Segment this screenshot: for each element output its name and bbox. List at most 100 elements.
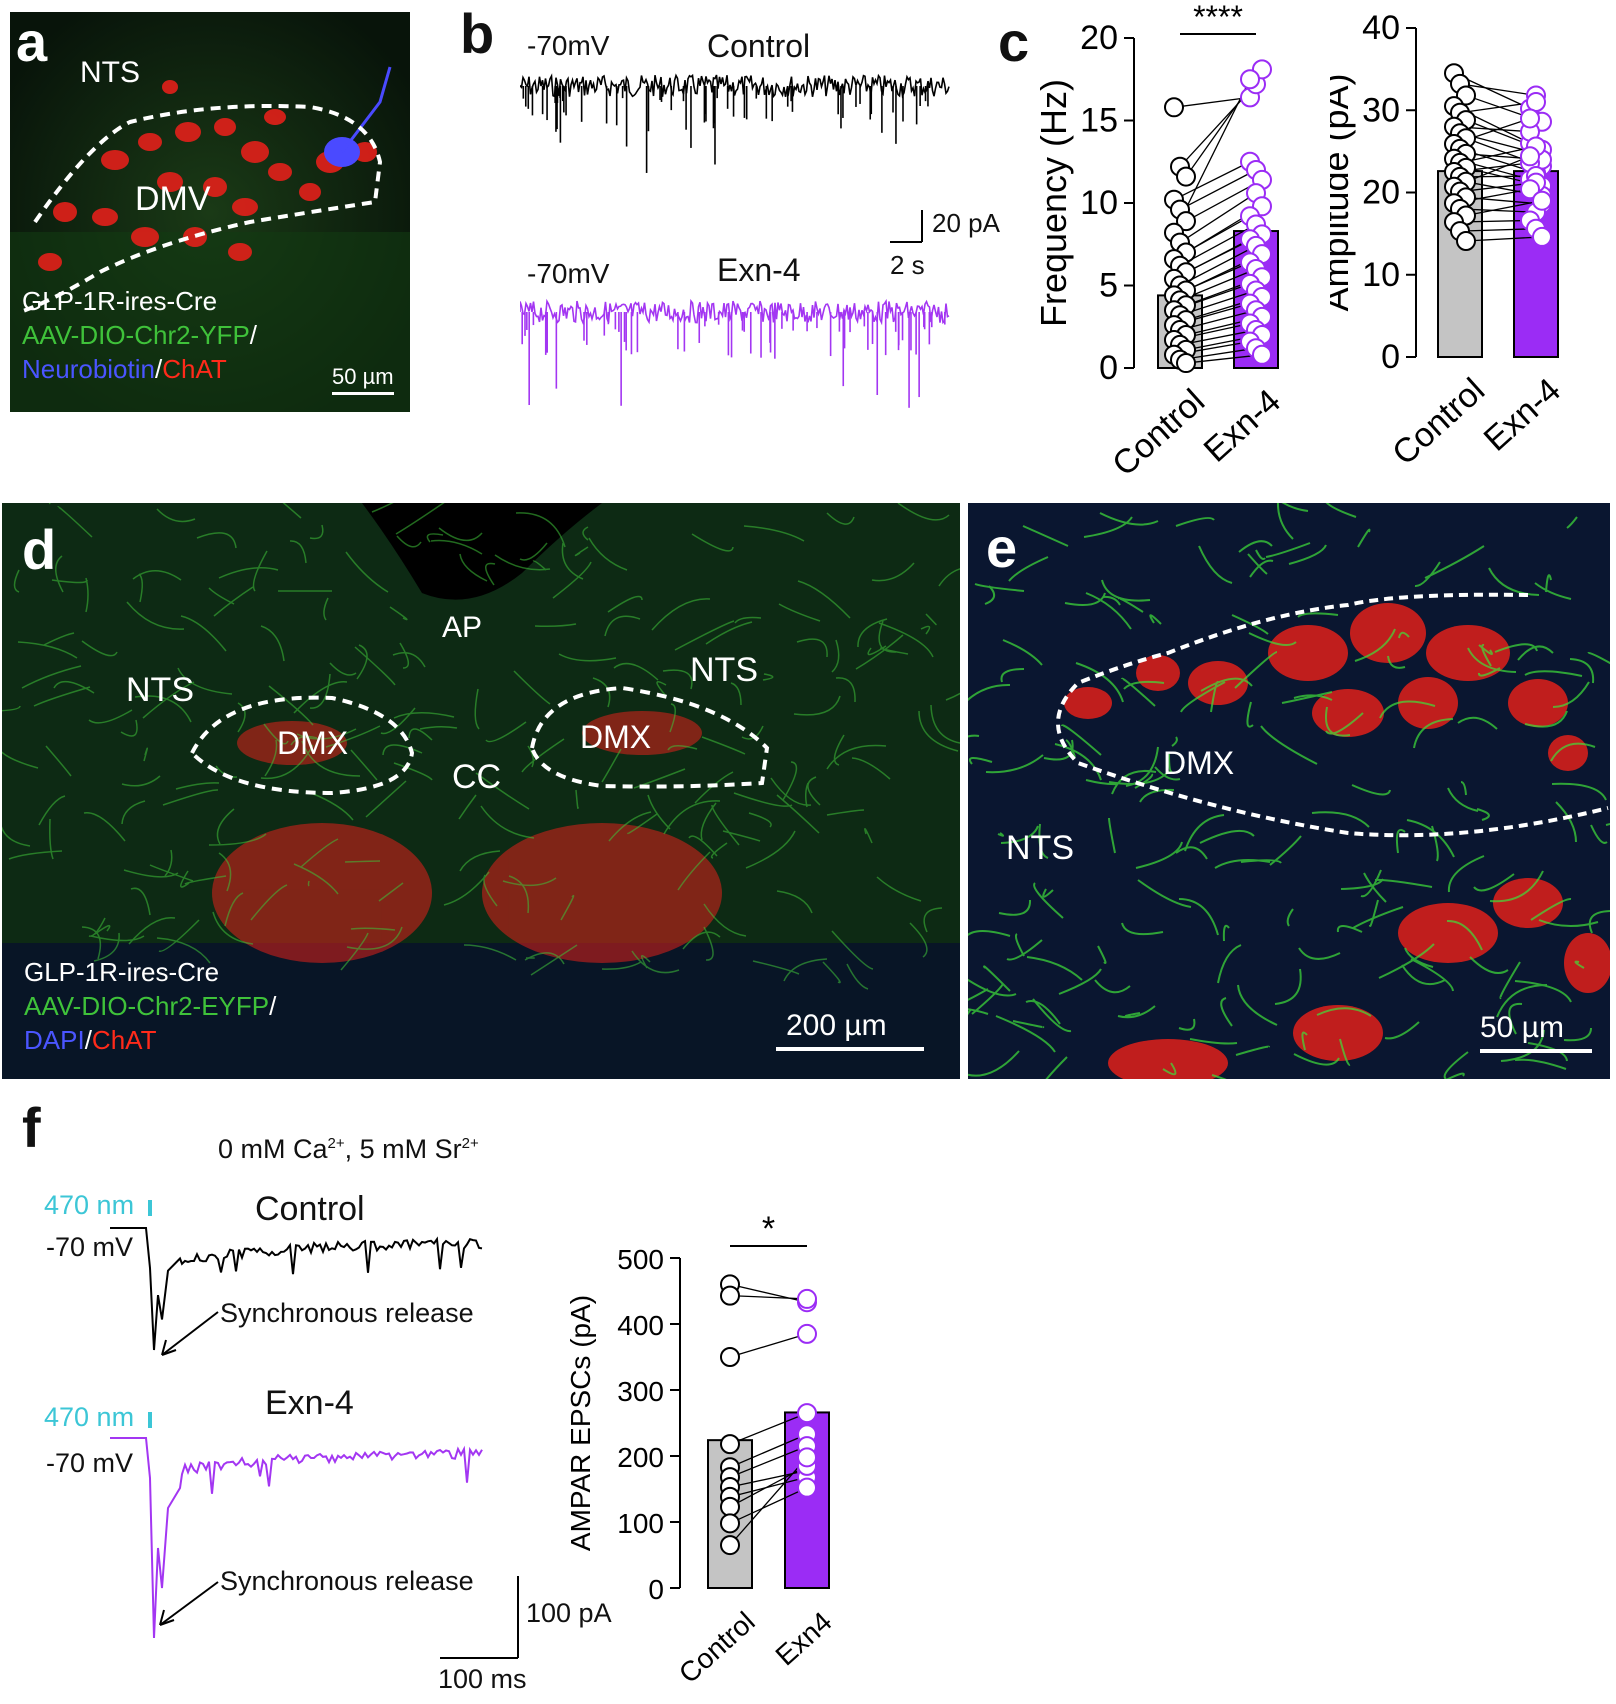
fiber bbox=[1534, 582, 1572, 600]
fiber bbox=[345, 551, 389, 593]
fiber bbox=[121, 800, 146, 825]
fiber bbox=[1210, 680, 1219, 713]
pair-line bbox=[729, 1294, 808, 1300]
fiber bbox=[846, 963, 869, 990]
fiber bbox=[158, 919, 200, 952]
pair-line bbox=[729, 1487, 808, 1524]
fiber bbox=[1025, 1000, 1061, 1025]
fiber bbox=[722, 830, 761, 842]
fiber bbox=[984, 585, 996, 605]
fiber bbox=[323, 597, 329, 621]
label-dmv: DMV bbox=[135, 180, 211, 218]
legend-chat: ChAT bbox=[162, 354, 227, 384]
fiber bbox=[458, 794, 477, 820]
fiber bbox=[132, 570, 182, 581]
pair-line bbox=[1173, 161, 1251, 201]
fiber bbox=[1424, 545, 1485, 579]
legend-line-2: AAV-DIO-Chr2-YFP/ bbox=[22, 318, 257, 352]
fiber bbox=[770, 777, 812, 806]
fiber bbox=[867, 645, 887, 656]
pair-line bbox=[1185, 354, 1263, 364]
fiber bbox=[1360, 869, 1382, 898]
trace-title-control: Control bbox=[707, 28, 811, 64]
fiber bbox=[8, 850, 63, 860]
fiber bbox=[1293, 1053, 1340, 1066]
fiber bbox=[1379, 700, 1436, 719]
fiber bbox=[1508, 1002, 1523, 1035]
fiber bbox=[389, 606, 408, 621]
y-axis-label: Amplitude (pA) bbox=[1330, 73, 1356, 311]
fiber bbox=[1101, 579, 1151, 602]
panel-e-micrograph: DMX NTS 50 µm bbox=[968, 503, 1610, 1079]
point-exn bbox=[1520, 108, 1540, 129]
fiber bbox=[1551, 782, 1607, 801]
y-tick-label: 30 bbox=[1362, 91, 1400, 129]
fiber bbox=[857, 618, 888, 648]
fiber bbox=[94, 925, 111, 935]
fiber bbox=[83, 812, 126, 842]
fiber bbox=[667, 745, 698, 751]
fiber bbox=[49, 818, 54, 860]
fiber bbox=[700, 802, 717, 841]
fiber bbox=[1235, 1045, 1271, 1056]
point-exn bbox=[1520, 179, 1540, 200]
fiber bbox=[1301, 1031, 1308, 1051]
fiber bbox=[730, 682, 742, 706]
fiber bbox=[588, 537, 628, 571]
fiber bbox=[149, 864, 194, 882]
fiber bbox=[527, 745, 535, 768]
fiber bbox=[289, 540, 307, 564]
fiber bbox=[264, 739, 278, 777]
fiber bbox=[822, 961, 841, 984]
fiber bbox=[925, 613, 937, 626]
fiber bbox=[90, 935, 145, 942]
fiber bbox=[1445, 1072, 1465, 1079]
y-tick-label: 10 bbox=[1080, 184, 1118, 222]
fiber bbox=[1514, 1058, 1567, 1070]
fiber bbox=[459, 850, 501, 872]
fiber bbox=[561, 542, 584, 580]
point-control bbox=[720, 1347, 740, 1367]
fiber bbox=[430, 539, 483, 555]
fiber bbox=[918, 710, 959, 752]
point-control bbox=[1164, 97, 1184, 118]
fiber bbox=[797, 580, 851, 619]
fiber bbox=[126, 601, 185, 630]
fiber bbox=[260, 625, 285, 662]
fiber bbox=[574, 546, 589, 557]
fiber bbox=[1325, 503, 1357, 518]
fiber bbox=[835, 677, 856, 703]
fiber bbox=[1065, 739, 1076, 758]
panel-f-letter: f bbox=[22, 1096, 41, 1159]
fiber bbox=[762, 673, 774, 681]
fiber bbox=[459, 553, 488, 582]
y-tick-label: 300 bbox=[617, 1376, 664, 1407]
fiber bbox=[776, 794, 820, 834]
d-scalebar bbox=[776, 1047, 924, 1051]
fiber bbox=[1311, 811, 1370, 828]
fiber bbox=[807, 776, 821, 806]
fiber bbox=[1538, 919, 1599, 927]
pair-line bbox=[729, 1333, 808, 1358]
fiber bbox=[688, 835, 718, 857]
fiber bbox=[752, 960, 800, 975]
fiber bbox=[1198, 545, 1233, 584]
fiber bbox=[608, 811, 652, 842]
fiber bbox=[1178, 898, 1219, 936]
point-exn bbox=[797, 1477, 817, 1498]
fiber bbox=[782, 761, 798, 801]
category-label: Exn-4 bbox=[1197, 382, 1288, 470]
point-control bbox=[1176, 166, 1196, 187]
fiber bbox=[293, 863, 339, 895]
fiber bbox=[250, 884, 288, 921]
fiber bbox=[1524, 710, 1568, 728]
fiber bbox=[1469, 956, 1509, 974]
point-exn bbox=[797, 1288, 817, 1309]
fiber bbox=[408, 728, 433, 741]
label-nts-left: NTS bbox=[126, 671, 194, 709]
fiber bbox=[33, 686, 91, 707]
legend-line-3: Neurobiotin/ChAT bbox=[22, 352, 227, 386]
fiber bbox=[1406, 819, 1455, 858]
